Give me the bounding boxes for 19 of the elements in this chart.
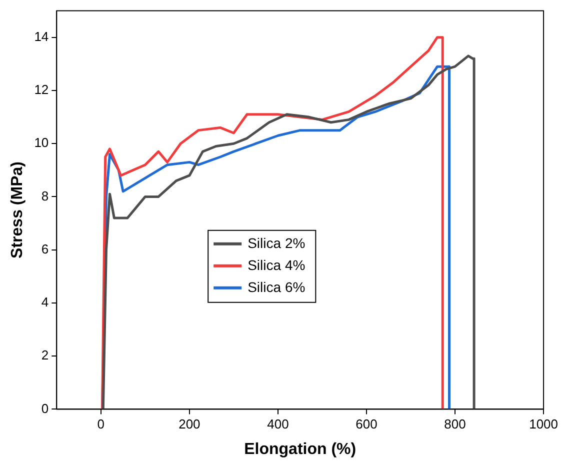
y-tick-label: 0 [41, 400, 49, 416]
x-tick-label: 200 [178, 416, 200, 432]
legend-label: Silica 4% [248, 256, 306, 273]
x-tick-label: 600 [356, 416, 378, 432]
y-tick-label: 14 [34, 28, 49, 44]
y-tick-label: 10 [34, 135, 49, 150]
x-tick-label: 400 [267, 416, 289, 432]
y-axis-title: Stress (MPa) [9, 162, 26, 258]
x-tick-label: 1000 [529, 416, 558, 432]
x-tick-label: 800 [444, 416, 466, 432]
legend-label: Silica 2% [248, 234, 306, 251]
y-tick-label: 12 [34, 82, 49, 98]
y-tick-label: 4 [41, 294, 49, 310]
legend-label: Silica 6% [248, 278, 306, 295]
y-tick-label: 2 [41, 348, 49, 363]
y-tick-label: 6 [41, 241, 49, 256]
x-tick-label: 0 [97, 416, 105, 432]
y-tick-label: 8 [41, 188, 49, 204]
x-axis-title: Elongation (%) [244, 440, 356, 458]
